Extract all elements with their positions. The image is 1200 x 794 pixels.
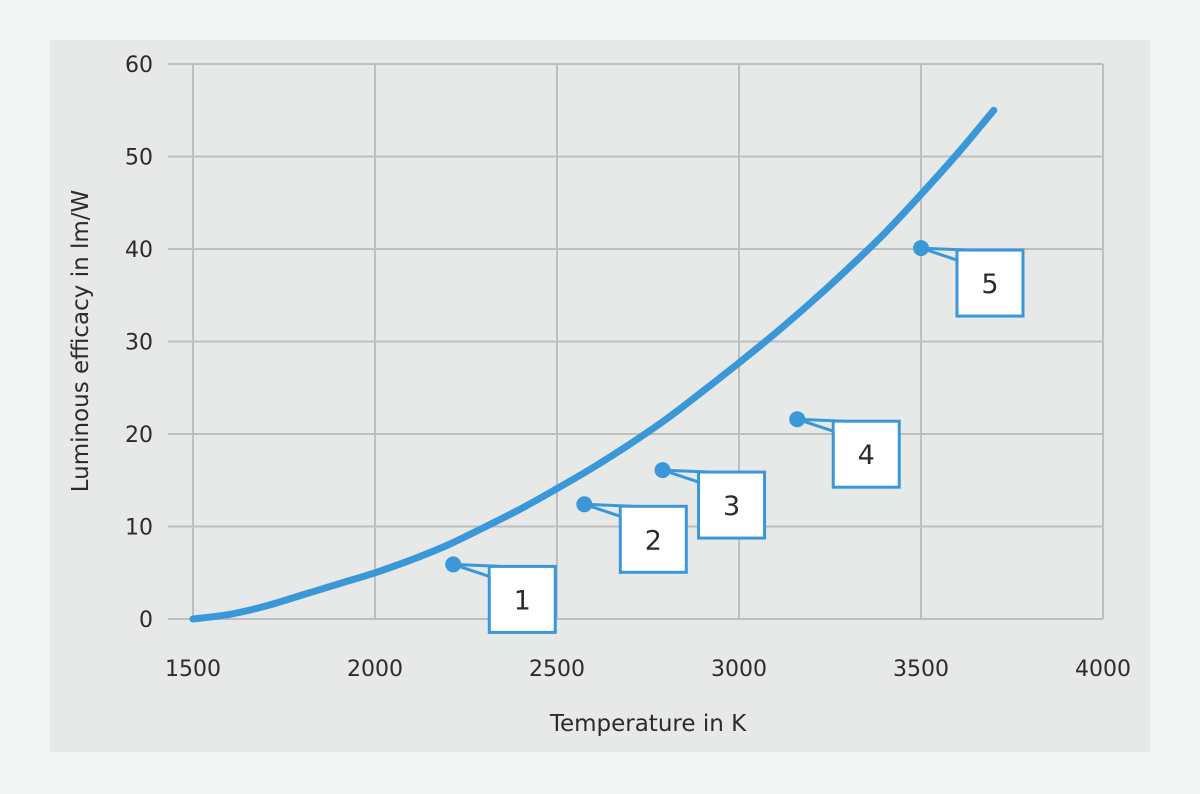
y-axis-title: Luminous efficacy in lm/W: [68, 190, 94, 493]
efficacy-curve: [189, 106, 998, 623]
point-marker-1: [445, 556, 462, 573]
y-tick-label-4: 40: [125, 238, 153, 263]
point-marker-2: [576, 496, 593, 513]
callout-label-2: 2: [645, 525, 662, 556]
curve-layer: [189, 106, 998, 623]
data-point-5: 5: [913, 240, 1025, 318]
data-point-3: 3: [654, 462, 767, 540]
callout-box-4: [831, 419, 901, 489]
y-tick-label-6: 60: [125, 53, 153, 78]
callout-pointer-1: [453, 562, 502, 568]
callout-pointer-fill-5: [958, 251, 970, 260]
callout-pointer-fill-2: [621, 507, 633, 516]
point-marker-4: [789, 411, 806, 428]
x-tick-label-5: 4000: [1075, 657, 1131, 682]
data-point-4: 4: [789, 411, 901, 489]
y-tick-label-2: 20: [125, 423, 153, 448]
y-tick-label-3: 30: [125, 331, 153, 356]
callout-pointer-3: [662, 468, 711, 474]
x-tick-labels: 1500 2000 2500 3000 3500 4000: [165, 657, 1131, 682]
callout-pointer-fill-4: [834, 422, 846, 431]
x-tick-label-4: 3500: [893, 657, 949, 682]
callout-pointer-fill-1: [490, 567, 502, 576]
x-tick-label-3: 3000: [711, 657, 767, 682]
callout-pointer-5: [920, 246, 970, 252]
x-tick-label-0: 1500: [165, 657, 221, 682]
callout-box-2: [618, 504, 688, 574]
point-marker-3: [654, 462, 671, 479]
callout-box-3: [697, 470, 767, 540]
callout-label-3: 3: [723, 491, 740, 522]
chart-panel: [50, 40, 1150, 752]
y-tick-label-5: 50: [125, 146, 153, 171]
data-point-1: 1: [445, 556, 557, 634]
y-tick-label-1: 10: [125, 516, 153, 541]
callout-pointer-fill-3: [700, 473, 712, 482]
callout-pointer-2: [584, 502, 633, 508]
data-points-layer: 1 2 3 4 5: [445, 240, 1025, 634]
callout-pointer-4: [797, 417, 846, 423]
callout-label-4: 4: [858, 440, 875, 471]
y-tick-labels: 0 10 20 30 40 50 60: [125, 53, 153, 633]
y-tick-label-0: 0: [139, 608, 153, 633]
callout-label-5: 5: [981, 269, 998, 300]
callout-box-1: [487, 564, 557, 634]
x-tick-label-1: 2000: [347, 657, 403, 682]
point-marker-5: [913, 240, 929, 257]
x-axis-title: Temperature in K: [549, 711, 747, 737]
x-tick-label-2: 2500: [529, 657, 585, 682]
callout-box-5: [955, 248, 1025, 318]
callout-label-1: 1: [514, 585, 531, 616]
data-point-2: 2: [576, 496, 688, 574]
